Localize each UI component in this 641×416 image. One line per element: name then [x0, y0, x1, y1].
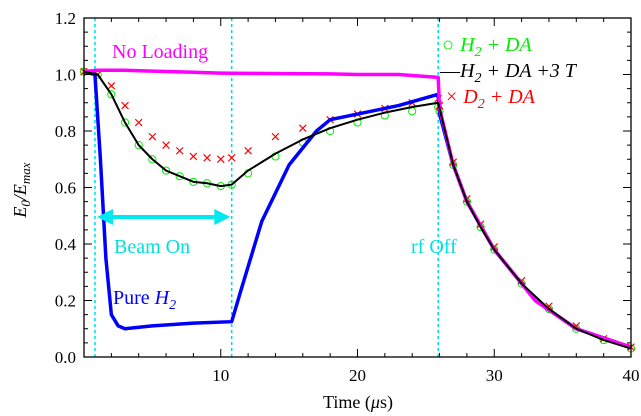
- data-point: [175, 172, 184, 181]
- data-point: [175, 146, 184, 155]
- data-point: [162, 141, 170, 149]
- x-title-unit: s): [380, 392, 393, 413]
- x-tick-label: 30: [486, 366, 503, 385]
- data-point: [161, 166, 171, 175]
- y-tick-label: 1.0: [55, 66, 76, 85]
- legend-symbol: ○: [442, 34, 454, 56]
- data-point: [148, 132, 157, 141]
- data-point: [134, 141, 143, 150]
- legend-item-h2-da-3t: —H2 + DA +3 T: [439, 60, 578, 86]
- y-title-e2-sub: max: [18, 162, 33, 184]
- pure-h2-prefix: Pure: [113, 287, 155, 309]
- data-point: [298, 124, 307, 132]
- beam-on-label: Beam On: [114, 236, 190, 258]
- data-point: [189, 152, 198, 161]
- legend-rest: + DA: [482, 34, 533, 56]
- x-title-prefix: Time (: [323, 392, 371, 413]
- y-tick-label: 0.6: [55, 179, 76, 198]
- y-tick-label: 0.8: [55, 122, 76, 141]
- x-tick-label: 20: [349, 366, 366, 385]
- legend-letter: D: [462, 86, 478, 108]
- legend-item-h2-da: ○ H2 + DA: [442, 34, 532, 60]
- x-tick-label: 10: [212, 366, 229, 385]
- pure-h2-sub: 2: [169, 298, 176, 313]
- rf-off-label: rf Off: [411, 236, 457, 258]
- data-point: [244, 146, 252, 155]
- pure-h2-letter: H: [154, 287, 171, 309]
- y-title-e-sub: 0: [18, 200, 33, 207]
- y-title-slash: /: [10, 193, 30, 201]
- data-point: [148, 155, 157, 164]
- legend-symbol: ×: [446, 86, 457, 108]
- data-point: [107, 81, 116, 90]
- legend: ○ H2 + DA —H2 + DA +3 T × D2 + DA: [439, 34, 578, 112]
- legend-item-d2-da: × D2 + DA: [446, 86, 536, 112]
- x-tick-label: 40: [623, 366, 640, 385]
- no-loading-label: No Loading: [112, 41, 208, 63]
- series-layer: [79, 67, 636, 353]
- arrow-head-left: [96, 209, 113, 226]
- y-title-e2: E: [10, 184, 30, 196]
- series-line: [83, 70, 632, 350]
- beam-on-arrow: [96, 209, 231, 226]
- data-point: [227, 154, 236, 162]
- legend-rest: + DA: [485, 86, 536, 108]
- y-axis-title: E0/Emax: [10, 162, 33, 218]
- data-point: [216, 155, 225, 164]
- data-point: [107, 90, 116, 99]
- data-point: [134, 118, 143, 127]
- legend-letter: H: [459, 34, 476, 56]
- data-point: [203, 154, 211, 162]
- data-point: [271, 132, 280, 141]
- y-title-e: E: [10, 207, 30, 219]
- y-tick-label: 1.2: [55, 9, 76, 28]
- pure-h2-label: Pure H2: [113, 287, 176, 313]
- legend-letter: H: [459, 60, 476, 82]
- y-tick-label: 0.4: [55, 235, 77, 254]
- data-point: [408, 107, 417, 116]
- legend-rest: + DA +3 T: [481, 60, 577, 82]
- y-tick-label: 0.0: [55, 348, 76, 367]
- x-axis-ticks: 10 20 30 40: [83, 18, 640, 385]
- arrow-head-right: [214, 209, 231, 226]
- x-title-mu: μ: [370, 392, 380, 412]
- legend-sub: 2: [475, 45, 482, 60]
- legend-sub: 2: [474, 71, 481, 86]
- series-h2-da-3t: [83, 70, 632, 350]
- x-axis-title: Time (μs): [323, 392, 393, 413]
- y-axis-ticks: 0.0 0.2 0.4 0.6 0.8 1.0 1.2: [55, 9, 631, 367]
- legend-symbol: —: [439, 60, 461, 82]
- data-point: [121, 101, 129, 110]
- y-tick-label: 0.2: [55, 292, 76, 311]
- data-point: [120, 118, 130, 127]
- legend-sub: 2: [478, 97, 485, 112]
